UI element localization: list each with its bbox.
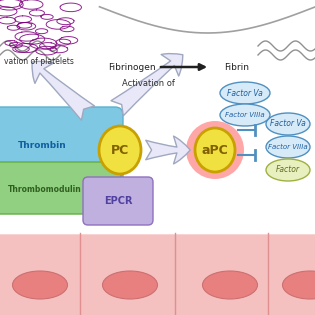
Ellipse shape bbox=[220, 104, 270, 126]
Text: Thrombin: Thrombin bbox=[18, 140, 67, 150]
Text: Fibrin: Fibrin bbox=[225, 62, 249, 72]
FancyBboxPatch shape bbox=[83, 177, 153, 225]
Ellipse shape bbox=[195, 128, 235, 172]
Text: Factor Va: Factor Va bbox=[270, 119, 306, 129]
Text: PC: PC bbox=[111, 144, 129, 157]
Text: Factor VIIIa: Factor VIIIa bbox=[268, 144, 308, 150]
Text: EPCR: EPCR bbox=[104, 196, 132, 206]
Ellipse shape bbox=[203, 271, 257, 299]
Text: Thrombomodulin: Thrombomodulin bbox=[8, 186, 82, 194]
Ellipse shape bbox=[220, 82, 270, 104]
Text: Factor Va: Factor Va bbox=[227, 89, 263, 98]
FancyBboxPatch shape bbox=[0, 235, 315, 315]
Text: Fibrinogen: Fibrinogen bbox=[108, 62, 156, 72]
Ellipse shape bbox=[13, 271, 67, 299]
Text: Factor: Factor bbox=[276, 165, 300, 175]
Ellipse shape bbox=[266, 159, 310, 181]
Text: vation of platelets: vation of platelets bbox=[4, 56, 74, 66]
Ellipse shape bbox=[99, 126, 141, 174]
Text: Activation of: Activation of bbox=[122, 78, 175, 88]
Ellipse shape bbox=[266, 113, 310, 135]
Ellipse shape bbox=[102, 271, 158, 299]
Ellipse shape bbox=[186, 121, 244, 179]
FancyBboxPatch shape bbox=[0, 162, 121, 214]
FancyBboxPatch shape bbox=[0, 107, 123, 208]
Ellipse shape bbox=[283, 271, 315, 299]
Text: aPC: aPC bbox=[202, 144, 228, 157]
Ellipse shape bbox=[266, 136, 310, 158]
Text: Factor VIIIa: Factor VIIIa bbox=[225, 112, 265, 118]
